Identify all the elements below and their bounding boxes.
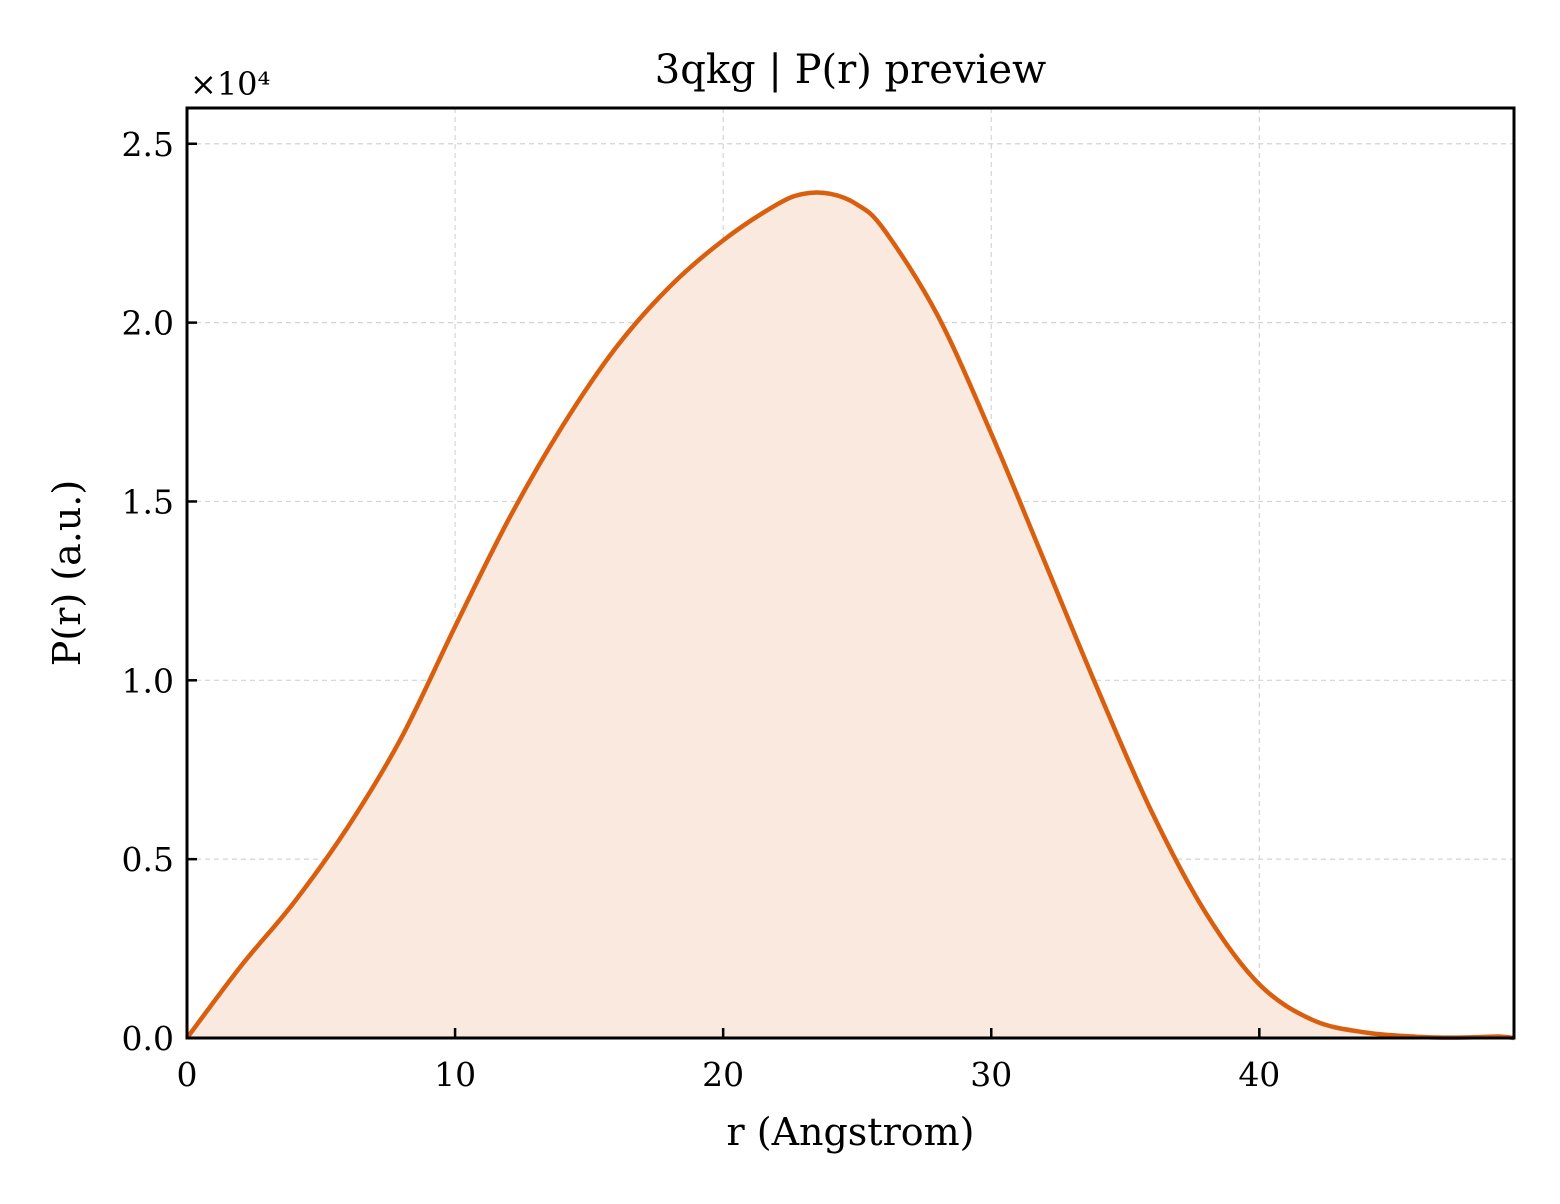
plot-frame xyxy=(185,106,1516,1040)
y-tick-label: 2.5 xyxy=(122,125,174,164)
y-axis-offset-label: ×10⁴ xyxy=(190,65,270,103)
x-tick-label: 20 xyxy=(702,1055,744,1094)
y-tick-label: 0.5 xyxy=(122,840,174,879)
y-tick-label: 0.0 xyxy=(122,1019,174,1058)
y-axis-label: P(r) (a.u.) xyxy=(45,480,89,666)
y-tick-label: 2.0 xyxy=(122,304,174,343)
x-axis-label: r (Angstrom) xyxy=(727,1110,975,1154)
axis-ticks: 0 10 20 30 40 0.0 0.5 1.0 1.5 2.0 2.5 xyxy=(122,125,1281,1094)
x-tick-label: 0 xyxy=(177,1055,198,1094)
y-tick-label: 1.0 xyxy=(122,661,174,700)
x-tick-label: 30 xyxy=(970,1055,1012,1094)
chart-title: 3qkg | P(r) preview xyxy=(655,47,1046,93)
pr-series-line xyxy=(185,190,1515,1041)
pr-area-fill xyxy=(187,192,1514,1038)
x-tick-label: 40 xyxy=(1238,1055,1280,1094)
y-tick-label: 1.5 xyxy=(122,482,174,521)
x-tick-label: 10 xyxy=(434,1055,476,1094)
